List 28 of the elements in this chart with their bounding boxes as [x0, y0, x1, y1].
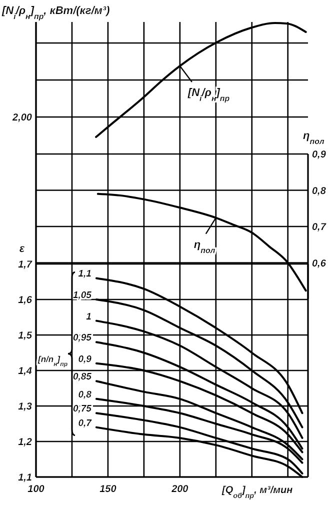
legend-title: [n/n$_{н}$]$_{пр}$ — [37, 354, 68, 368]
y-axis-title: [N$_{i}$/ρ$_{н}$]$_{пр}$, кВт/(кг/м³) — [1, 5, 110, 20]
y-tick-label: 1,1 — [18, 472, 32, 484]
y-axis-title: ε — [19, 243, 26, 255]
series-label: 1,05 — [72, 290, 92, 301]
series-label: 1,1 — [78, 268, 92, 280]
y-tick-label: 0,9 — [312, 150, 326, 160]
y-axis-title: η$_{пол}$ — [303, 130, 324, 146]
y-tick-label: 1,6 — [18, 295, 32, 306]
y-tick-label: 1,3 — [18, 402, 32, 412]
y-tick-label: 1,5 — [18, 330, 32, 342]
legend-label: η$_{пол}$ — [194, 238, 216, 254]
series-label: 0,7 — [78, 418, 92, 429]
x-tick-label: 150 — [100, 484, 117, 495]
series-label: 0,85 — [72, 372, 92, 383]
series-label: 0,8 — [78, 389, 92, 400]
series-label: 0,9 — [78, 354, 92, 365]
x-axis-title: [Q$_{об}$]$_{пр}$, м³/мин — [221, 485, 293, 500]
text: 2,00 — [12, 112, 32, 124]
y-tick-label: 0,8 — [312, 186, 326, 197]
y-tick-label: 1,4 — [18, 366, 32, 377]
x-tick-label: 100 — [28, 484, 45, 495]
y-tick-label: 1,2 — [18, 437, 32, 448]
y-tick-label: 0,7 — [312, 222, 326, 233]
y-tick-label: 0,6 — [312, 258, 326, 270]
y-tick-label: 1,7 — [18, 260, 32, 270]
x-tick-label: 200 — [170, 484, 189, 495]
series-label: 1 — [86, 311, 92, 322]
